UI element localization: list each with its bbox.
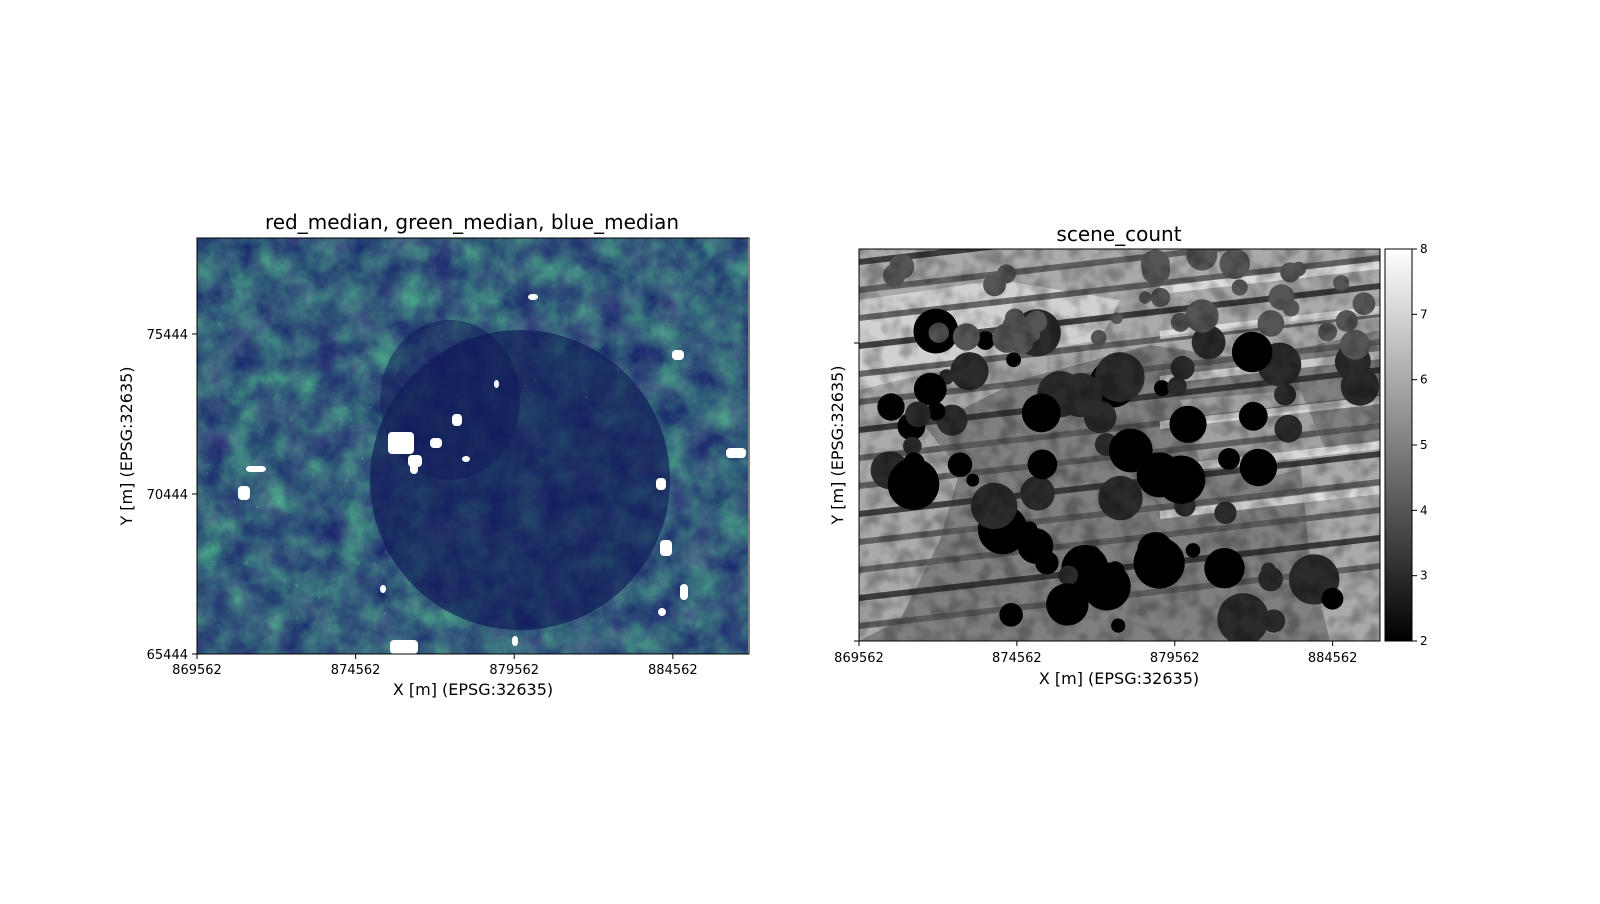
colorbar-gradient (1384, 248, 1413, 642)
y-tick-label: 75444 (147, 328, 188, 343)
scene-count-texture (859, 249, 1380, 641)
bright-field-texture (197, 400, 387, 630)
x-tick-label: 879562 (1150, 651, 1200, 666)
cloud-patch (726, 448, 746, 458)
cloud-patch (656, 478, 666, 490)
cloud-patch (462, 456, 470, 462)
scene-count-panel: scene_count 869562 874562 879562 884562 X [… (828, 222, 1428, 688)
x-tick-label: 884562 (648, 663, 698, 678)
rgb-x-axis-label: X [m] (EPSG:32635) (393, 680, 553, 699)
cloud-patch (512, 636, 518, 646)
cloud-patch (660, 540, 672, 556)
x-tick-label: 874562 (331, 663, 381, 678)
cloud-patch (410, 464, 418, 474)
rgb-chart-title: red_median, green_median, blue_median (265, 210, 679, 234)
cloud-patch (430, 438, 442, 448)
colorbar-tick-label: 5 (1420, 438, 1428, 452)
rgb-composite-panel: red_median, green_median, blue_median 86… (117, 210, 750, 699)
cloud-patches (238, 294, 746, 654)
cloud-patch (672, 350, 684, 360)
x-tick-label: 869562 (834, 651, 884, 666)
rgb-composite-image (197, 238, 749, 654)
rgb-x-ticks: 869562 874562 879562 884562 (172, 654, 698, 678)
cloud-patch (408, 455, 422, 467)
cloud-patch (528, 294, 538, 300)
cloud-patch (452, 414, 462, 426)
x-tick-label: 874562 (992, 651, 1042, 666)
rgb-axes-frame (196, 237, 750, 655)
cloud-patch (494, 380, 499, 388)
cloud-patch (238, 486, 250, 500)
scene-count-axes-frame (858, 248, 1381, 642)
cloud-patch (388, 432, 414, 454)
scene-count-x-axis-label: X [m] (EPSG:32635) (1039, 669, 1199, 688)
cloud-patch (246, 466, 266, 472)
colorbar-tick-label: 8 (1420, 242, 1428, 256)
cloud-patch (658, 608, 666, 616)
rgb-y-axis-label: Y [m] (EPSG:32635) (117, 366, 136, 526)
rgb-y-ticks: 65444 70444 75444 (147, 328, 197, 663)
scene-count-x-ticks: 869562 874562 879562 884562 (834, 641, 1357, 666)
x-tick-label: 884562 (1308, 651, 1358, 666)
scene-count-image (859, 249, 1380, 641)
colorbar-tick-label: 2 (1420, 634, 1428, 648)
bright-field-texture (197, 238, 749, 398)
y-tick-label: 65444 (147, 648, 188, 663)
scene-count-title: scene_count (1056, 222, 1181, 246)
colorbar-tick-label: 3 (1420, 569, 1428, 583)
y-tick-label: 70444 (147, 488, 188, 503)
colorbar-ticks: 2 3 4 5 6 7 8 (1412, 242, 1428, 648)
colorbar-tick-label: 7 (1420, 307, 1428, 321)
x-tick-label: 879562 (489, 663, 539, 678)
x-tick-label: 869562 (172, 663, 222, 678)
colorbar-tick-label: 6 (1420, 373, 1428, 387)
scene-count-y-axis-label: Y [m] (EPSG:32635) (828, 365, 847, 525)
cloud-patch (680, 584, 688, 600)
colorbar-tick-label: 4 (1420, 503, 1428, 517)
colorbar: 2 3 4 5 6 7 8 (1384, 242, 1428, 648)
cloud-patch (390, 640, 418, 654)
cloud-patch (380, 585, 386, 593)
